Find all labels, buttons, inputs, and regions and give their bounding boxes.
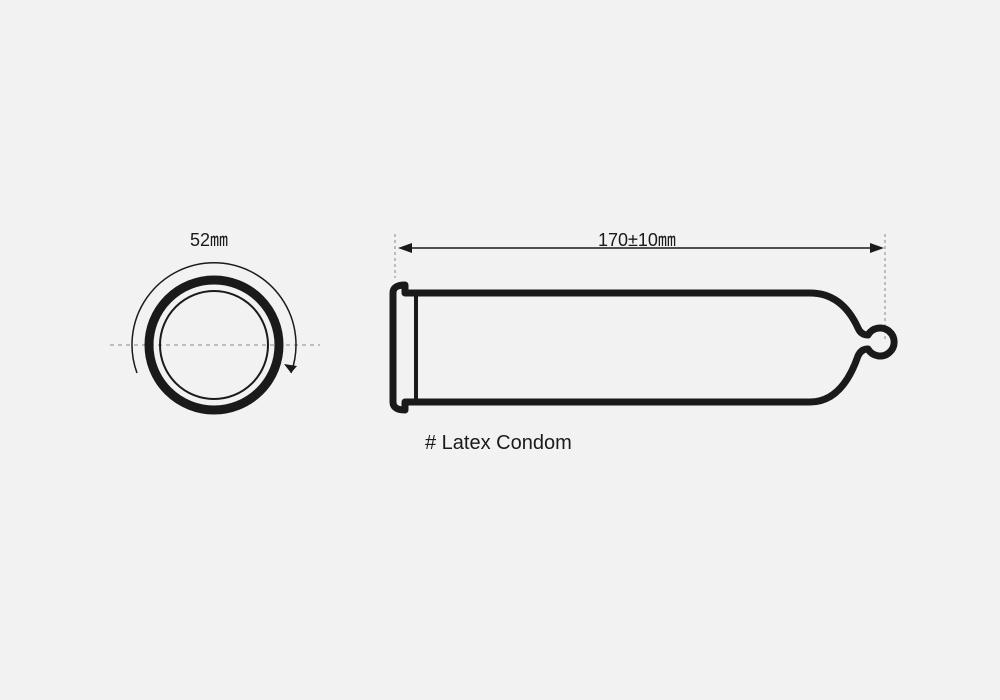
circle-view [110, 263, 320, 410]
condom-outline [393, 285, 894, 410]
length-label: 170±10㎜ [598, 226, 676, 252]
length-arrow-left [398, 243, 412, 253]
caption-label: # Latex Condom [425, 432, 572, 455]
side-view [393, 234, 894, 410]
length-arrow-right [870, 243, 884, 253]
diagram-canvas: 52㎜ 170±10㎜ # Latex Condom [0, 0, 1000, 700]
diagram-svg [0, 0, 1000, 700]
circumference-arrowhead [284, 364, 297, 373]
circle-width-label: 52㎜ [190, 226, 228, 252]
